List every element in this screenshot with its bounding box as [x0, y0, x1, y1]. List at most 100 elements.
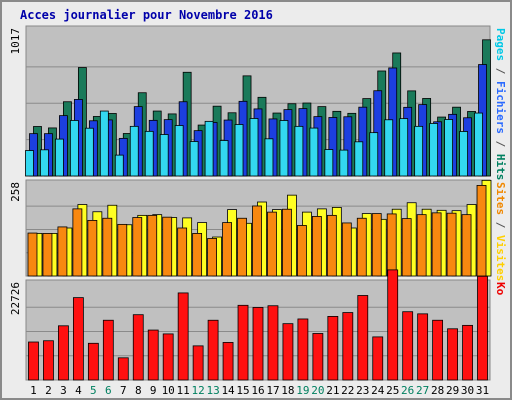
- bar-sites-day-15: [237, 217, 247, 277]
- y-max-label: 1017: [9, 28, 22, 55]
- x-tick-label: 14: [221, 384, 235, 397]
- legend-1: Pages / Fichiers / Hits: [494, 28, 507, 180]
- bar-sites-day-8: [132, 217, 143, 277]
- bar-pages-day-1: [25, 150, 34, 177]
- x-tick-label: 9: [150, 384, 157, 397]
- bar-ko-day-2: [43, 340, 54, 381]
- bar-sites-day-20: [311, 216, 322, 277]
- bar-ko-day-13: [207, 319, 219, 381]
- bar-ko-day-29: [447, 328, 458, 381]
- bar-pages-day-13: [204, 120, 214, 177]
- bar-ko-day-28: [432, 319, 444, 381]
- bar-ko-day-25: [387, 269, 399, 381]
- y-max-label: 22726: [9, 282, 22, 315]
- bar-ko-day-20: [312, 333, 324, 381]
- x-tick-label: 23: [356, 384, 369, 397]
- bar-sites-day-11: [177, 227, 188, 277]
- bar-pages-day-6: [99, 110, 109, 177]
- bar-sites-day-13: [207, 238, 217, 277]
- bar-pages-day-27: [414, 125, 424, 177]
- bar-ko-day-15: [237, 304, 249, 381]
- bar-ko-day-14: [222, 342, 234, 381]
- bar-sites-day-25: [386, 213, 397, 277]
- legend-entry: /: [494, 61, 507, 81]
- x-tick-label: 2: [45, 384, 52, 397]
- x-tick-label: 11: [177, 384, 190, 397]
- bar-ko-day-11: [177, 292, 189, 381]
- bar-pages-day-15: [234, 124, 244, 177]
- legend-entry: Fichiers: [494, 81, 507, 134]
- x-tick-label: 27: [416, 384, 429, 397]
- x-tick-label: 4: [75, 384, 82, 397]
- x-tick-label: 3: [60, 384, 67, 397]
- bar-pages-day-24: [369, 132, 379, 177]
- x-tick-label: 13: [206, 384, 219, 397]
- x-tick-label: 20: [311, 384, 324, 397]
- x-tick-label: 21: [326, 384, 339, 397]
- bar-sites-day-17: [267, 211, 277, 277]
- bar-pages-day-14: [219, 140, 229, 177]
- bar-pages-day-5: [84, 127, 94, 177]
- bar-sites-day-26: [401, 218, 412, 277]
- x-tick-label: 18: [281, 384, 294, 397]
- x-tick-label: 24: [371, 384, 385, 397]
- bar-pages-day-9: [144, 130, 154, 177]
- bar-sites-day-4: [72, 208, 83, 277]
- bar-sites-day-31: [476, 185, 487, 277]
- bar-pages-day-20: [309, 127, 319, 177]
- bar-pages-day-31: [474, 112, 483, 177]
- bar-ko-day-21: [327, 316, 339, 381]
- bar-pages-day-12: [189, 141, 199, 177]
- bar-sites-day-21: [326, 214, 337, 277]
- bar-pages-day-10: [159, 134, 169, 177]
- bar-sites-day-18: [282, 208, 292, 277]
- bar-pages-day-21: [324, 149, 334, 177]
- chart-title: Acces journalier pour Novembre 2016: [20, 8, 273, 22]
- x-tick-label: 17: [266, 384, 279, 397]
- x-tick-label: 31: [476, 384, 489, 397]
- bar-ko-day-10: [162, 333, 174, 381]
- bar-pages-day-3: [55, 138, 64, 177]
- bar-pages-day-26: [399, 118, 409, 177]
- bar-pages-day-25: [384, 119, 394, 177]
- bar-sites-day-28: [431, 212, 442, 277]
- legend-entry: Sites: [494, 182, 507, 215]
- bar-sites-day-27: [416, 214, 427, 277]
- bar-pages-day-18: [279, 120, 289, 177]
- bar-ko-day-6: [102, 319, 114, 381]
- legend-2: Sites / Visites: [494, 182, 507, 281]
- bar-sites-day-7: [117, 223, 128, 277]
- bar-sites-day-1: [27, 232, 38, 277]
- y-max-label: 258: [9, 182, 22, 202]
- bar-pages-day-23: [354, 141, 364, 177]
- x-tick-label: 10: [162, 384, 175, 397]
- x-tick-label: 8: [135, 384, 142, 397]
- x-tick-label: 30: [461, 384, 474, 397]
- bar-pages-day-19: [294, 125, 304, 177]
- bar-ko-day-23: [357, 295, 369, 381]
- bar-ko-day-27: [417, 313, 429, 381]
- bar-pages-day-16: [249, 118, 259, 177]
- x-tick-label: 12: [192, 384, 205, 397]
- bar-sites-day-3: [57, 226, 68, 277]
- legend-entry: Ko: [494, 282, 507, 296]
- bar-ko-day-17: [267, 305, 279, 381]
- bar-ko-day-9: [147, 329, 159, 381]
- bar-sites-day-9: [147, 214, 158, 277]
- bar-ko-day-16: [252, 307, 264, 381]
- bar-sites-day-10: [162, 216, 173, 277]
- x-tick-label: 15: [236, 384, 249, 397]
- legend-entry: Pages: [494, 28, 507, 61]
- bar-ko-day-8: [132, 314, 144, 381]
- x-tick-label: 5: [90, 384, 97, 397]
- legend-entry: Visites: [494, 235, 507, 281]
- x-tick-label: 25: [386, 384, 399, 397]
- x-tick-label: 29: [446, 384, 459, 397]
- bar-pages-day-2: [40, 149, 49, 177]
- x-tick-label: 1: [30, 384, 37, 397]
- bar-ko-day-19: [297, 318, 309, 381]
- bar-ko-day-5: [87, 342, 99, 381]
- bar-sites-day-29: [446, 212, 457, 277]
- x-tick-label: 6: [105, 384, 112, 397]
